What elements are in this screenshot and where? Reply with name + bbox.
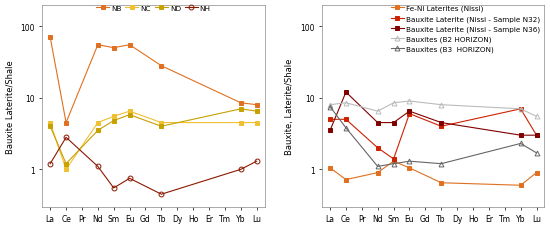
Line: NB: NB — [48, 36, 259, 125]
Bauxites (B3  HORIZON) — [518, 142, 524, 145]
Bauxite Laterite (Nissi - Sample N32) — [327, 118, 333, 121]
Fe-Ni Laterites (Nissi) — [375, 172, 381, 174]
NB — [111, 47, 117, 50]
Bauxite Laterite (Nissi - Sample N32) — [343, 118, 349, 121]
Line: ND: ND — [48, 107, 259, 166]
Bauxites (B2 HORIZON) — [327, 104, 333, 106]
ND — [238, 108, 244, 111]
Bauxite Laterite (Nissi - Sample N32) — [533, 134, 540, 137]
ND — [111, 120, 117, 123]
NH — [254, 160, 260, 163]
Bauxites (B2 HORIZON) — [533, 115, 540, 118]
Bauxites (B3  HORIZON) — [375, 165, 381, 168]
NC — [63, 168, 69, 171]
ND — [126, 114, 133, 117]
Bauxites (B3  HORIZON) — [327, 106, 333, 109]
Fe-Ni Laterites (Nissi) — [406, 167, 412, 169]
NB — [47, 37, 53, 39]
Bauxite Laterite (Nissi - Sample N32) — [375, 147, 381, 150]
NC — [95, 122, 101, 124]
Bauxite Laterite (Nissi - Sample N36) — [406, 110, 412, 113]
Bauxites (B2 HORIZON) — [375, 110, 381, 113]
Bauxites (B2 HORIZON) — [438, 104, 444, 106]
Line: Bauxite Laterite (Nissi - Sample N32): Bauxite Laterite (Nissi - Sample N32) — [328, 107, 539, 162]
Bauxites (B3  HORIZON) — [343, 127, 349, 130]
NB — [238, 102, 244, 105]
NB — [63, 122, 69, 124]
NB — [254, 104, 260, 106]
Fe-Ni Laterites (Nissi) — [343, 178, 349, 181]
Fe-Ni Laterites (Nissi) — [438, 182, 444, 184]
Fe-Ni Laterites (Nissi) — [533, 172, 540, 174]
Fe-Ni Laterites (Nissi) — [327, 167, 333, 169]
NC — [126, 110, 133, 113]
ND — [47, 125, 53, 128]
NC — [111, 115, 117, 118]
Bauxite Laterite (Nissi - Sample N36) — [327, 129, 333, 132]
Bauxite Laterite (Nissi - Sample N36) — [518, 134, 524, 137]
Bauxite Laterite (Nissi - Sample N32) — [438, 125, 444, 128]
Y-axis label: Bauxite Laterite/Shale: Bauxite Laterite/Shale — [6, 60, 14, 153]
Line: NC: NC — [48, 109, 259, 172]
ND — [95, 129, 101, 132]
Line: Bauxite Laterite (Nissi - Sample N36): Bauxite Laterite (Nissi - Sample N36) — [328, 90, 539, 138]
NH — [95, 165, 101, 168]
Bauxite Laterite (Nissi - Sample N36) — [533, 134, 540, 137]
Bauxite Laterite (Nissi - Sample N36) — [438, 122, 444, 124]
Legend: NB, NC, ND, NH: NB, NC, ND, NH — [95, 5, 211, 13]
NB — [158, 65, 164, 68]
Bauxite Laterite (Nissi - Sample N32) — [406, 113, 412, 115]
NH — [47, 163, 53, 165]
Line: NH: NH — [48, 135, 259, 197]
Bauxites (B2 HORIZON) — [406, 100, 412, 103]
Bauxites (B2 HORIZON) — [343, 102, 349, 105]
Legend: Fe-Ni Laterites (Nissi), Bauxite Laterite (Nissi - Sample N32), Bauxite Laterite: Fe-Ni Laterites (Nissi), Bauxite Laterit… — [390, 5, 541, 54]
Bauxite Laterite (Nissi - Sample N32) — [518, 108, 524, 111]
Bauxites (B3  HORIZON) — [390, 163, 397, 165]
ND — [158, 125, 164, 128]
Bauxite Laterite (Nissi - Sample N36) — [375, 122, 381, 124]
NH — [126, 177, 133, 180]
Line: Fe-Ni Laterites (Nissi): Fe-Ni Laterites (Nissi) — [328, 159, 539, 188]
NH — [111, 187, 117, 190]
NC — [238, 122, 244, 124]
Bauxite Laterite (Nissi - Sample N36) — [390, 122, 397, 124]
Fe-Ni Laterites (Nissi) — [518, 184, 524, 187]
NB — [95, 44, 101, 47]
Line: Bauxites (B2 HORIZON): Bauxites (B2 HORIZON) — [328, 99, 539, 119]
NC — [158, 122, 164, 124]
Bauxites (B3  HORIZON) — [406, 160, 412, 163]
Bauxites (B2 HORIZON) — [518, 108, 524, 111]
Bauxites (B3  HORIZON) — [438, 163, 444, 165]
ND — [63, 163, 69, 165]
Bauxites (B3  HORIZON) — [533, 152, 540, 155]
Bauxites (B2 HORIZON) — [390, 102, 397, 105]
Bauxite Laterite (Nissi - Sample N32) — [390, 158, 397, 161]
ND — [254, 110, 260, 113]
NH — [158, 193, 164, 196]
NH — [238, 168, 244, 171]
NB — [126, 44, 133, 47]
NH — [63, 136, 69, 139]
NC — [47, 122, 53, 124]
Line: Bauxites (B3  HORIZON): Bauxites (B3 HORIZON) — [328, 105, 539, 169]
NC — [254, 122, 260, 124]
Fe-Ni Laterites (Nissi) — [390, 160, 397, 163]
Y-axis label: Bauxite, Laterite/Shale: Bauxite, Laterite/Shale — [285, 58, 294, 154]
Bauxite Laterite (Nissi - Sample N36) — [343, 91, 349, 94]
